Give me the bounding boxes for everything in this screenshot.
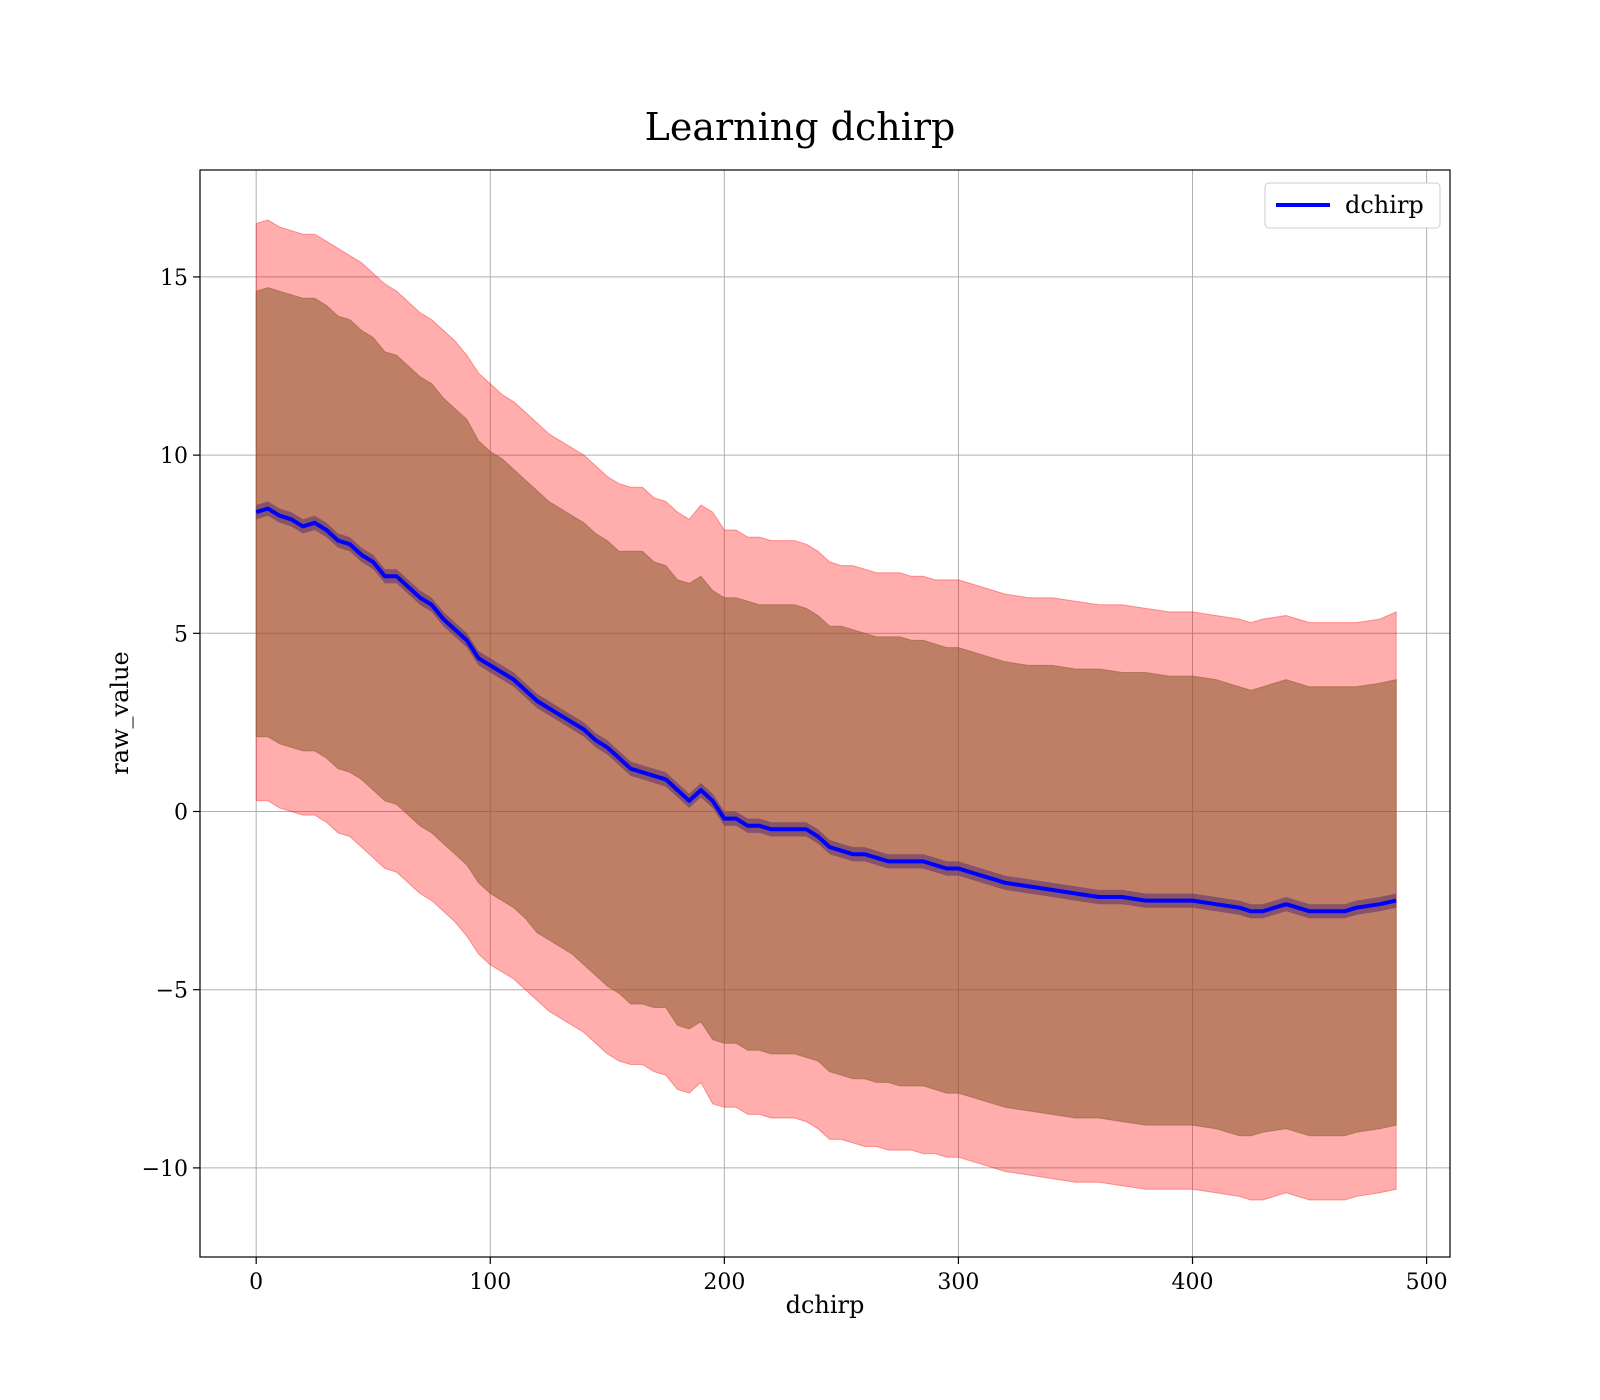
- confidence-bands: [255, 219, 1397, 1201]
- x-axis-label: dchirp: [786, 1291, 865, 1319]
- inner-band: [255, 287, 1397, 1137]
- y-tick-label: 15: [160, 266, 188, 291]
- chart-title: Learning dchirp: [645, 105, 956, 149]
- y-tick-label: 5: [174, 622, 188, 647]
- legend-box: [1264, 182, 1441, 229]
- x-tick-label: 200: [703, 1270, 745, 1295]
- x-tick-label: 100: [469, 1270, 511, 1295]
- plot-frame: [199, 169, 1451, 1258]
- x-tick-label: 300: [937, 1270, 979, 1295]
- axis-ticks: 0 100 200 300 400 500 −10 −5 0 5 10 15: [142, 266, 1448, 1295]
- y-tick-label: 10: [160, 444, 188, 469]
- y-axis-label: raw_value: [106, 651, 134, 775]
- y-tick-label: −10: [142, 1157, 188, 1182]
- y-tick-label: 0: [174, 801, 188, 826]
- legend: dchirp: [1264, 182, 1441, 229]
- line-dchirp: [255, 506, 1397, 914]
- legend-label-dchirp: dchirp: [1345, 191, 1424, 219]
- y-tick-label: −5: [156, 979, 188, 1004]
- x-tick-label: 400: [1172, 1270, 1214, 1295]
- x-tick-label: 500: [1406, 1270, 1448, 1295]
- x-tick-label: 0: [249, 1270, 263, 1295]
- series-lines: [255, 506, 1397, 914]
